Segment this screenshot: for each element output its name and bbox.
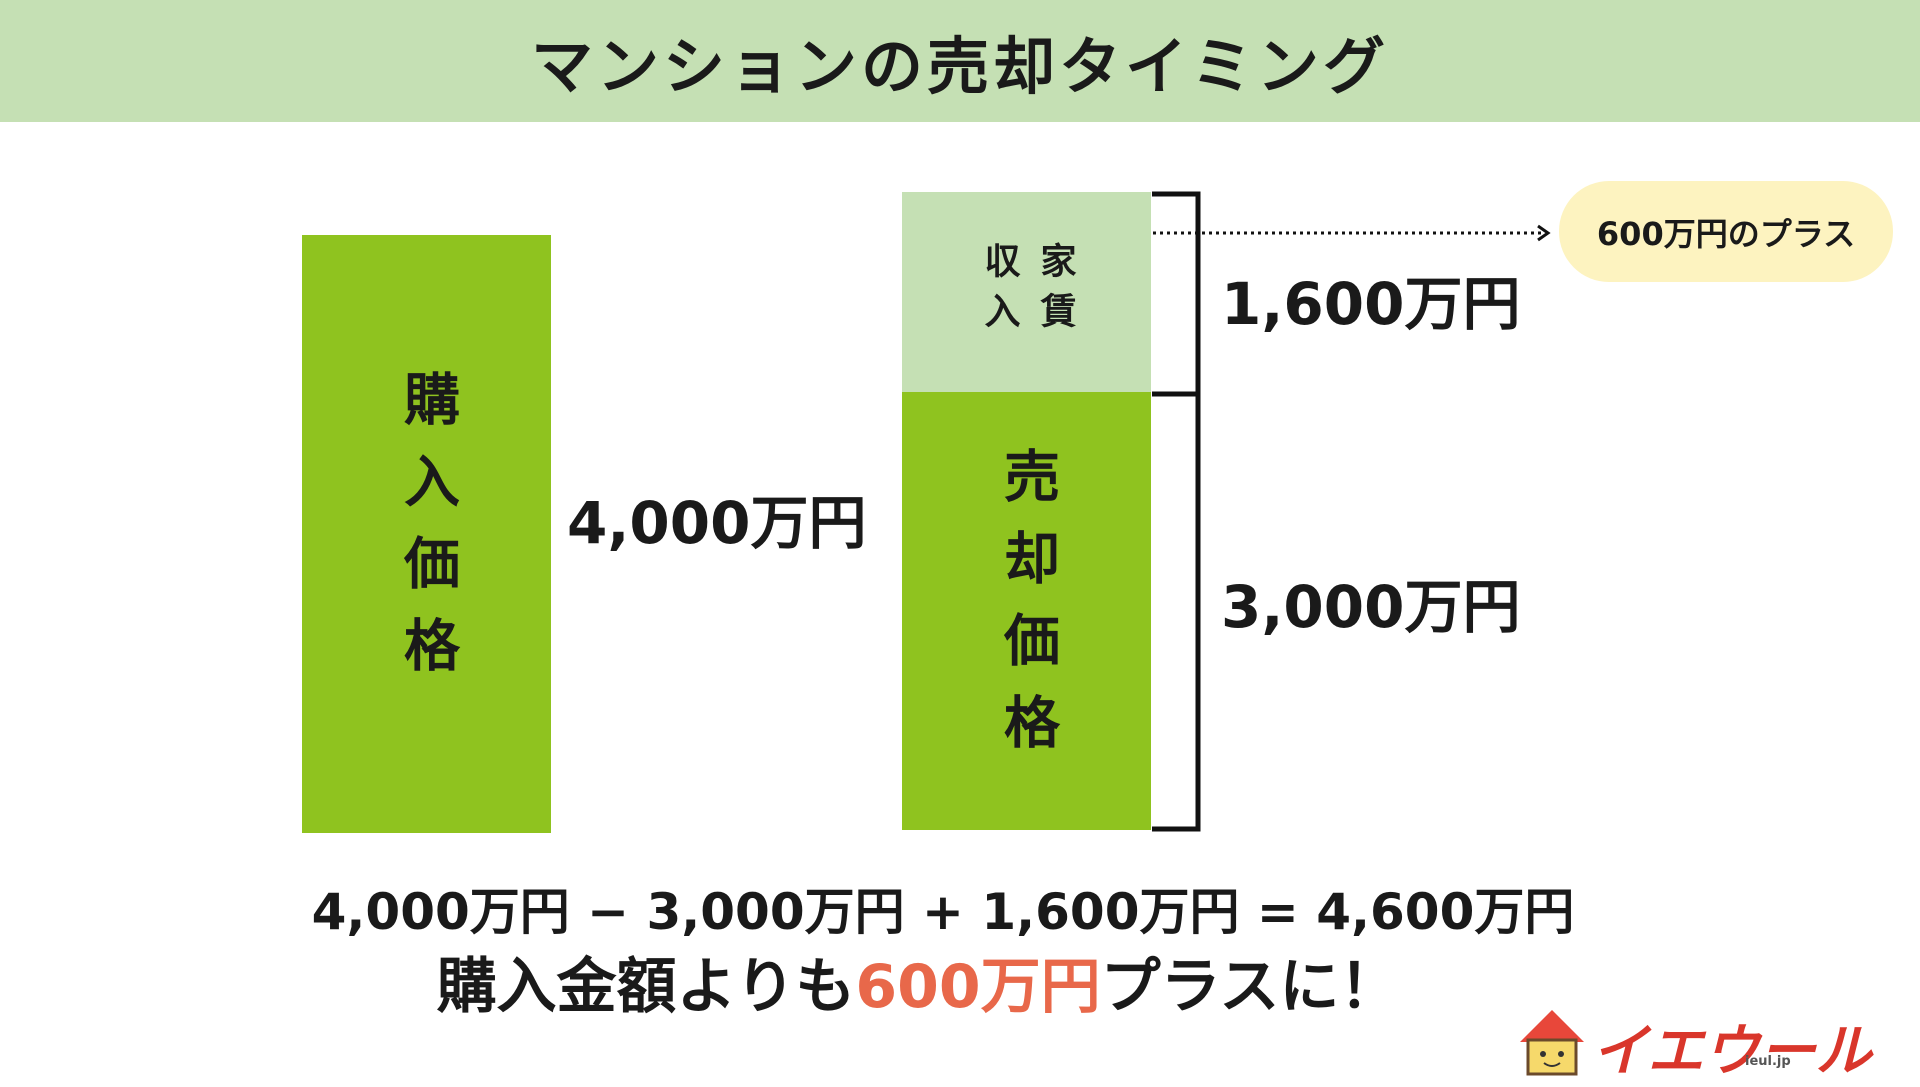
conclusion-before: 購入金額よりも (436, 952, 856, 1022)
title-band (0, 0, 1920, 122)
sale-bar: 売却価格 (902, 392, 1151, 830)
conclusion-highlight: 600万円 (855, 952, 1101, 1022)
equation: 4,000万円 − 3,000万円 + 1,600万円 = 4,600万円 (311, 883, 1575, 941)
sale-label: 売却価格 (994, 447, 1060, 775)
logo-url: ieul.jp (1745, 1054, 1791, 1069)
rent-label: 家賃収入 (978, 242, 1076, 342)
purchase-amount: 4,000万円 (567, 489, 867, 557)
purchase-label: 購入価格 (394, 370, 460, 698)
conclusion-after: プラスに！ (1100, 952, 1400, 1022)
rent-box: 家賃収入 (902, 192, 1151, 392)
callout: 600万円のプラス (1559, 181, 1893, 282)
logo-name: イエウール (1592, 1019, 1872, 1084)
purchase-bar: 購入価格 (302, 235, 551, 833)
callout-text: 600万円のプラス (1596, 214, 1856, 253)
sale-amount: 3,000万円 (1221, 573, 1521, 641)
arrow-head (1537, 224, 1551, 242)
title: マンションの売却タイミング (530, 30, 1389, 103)
rent-amount: 1,600万円 (1221, 270, 1521, 338)
logo-icon (1520, 1010, 1584, 1076)
bracket (1152, 191, 1201, 832)
conclusion: 購入金額よりも600万円プラスに！ (0, 938, 1836, 1025)
